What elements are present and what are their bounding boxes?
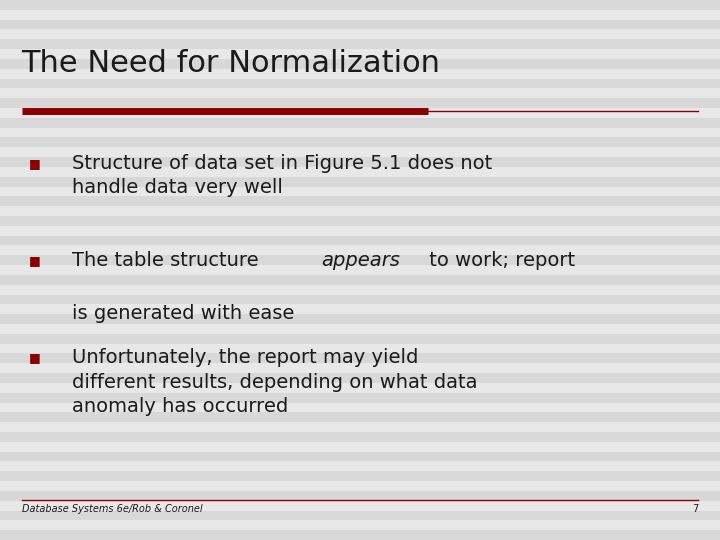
Bar (0, 383, 720, 393)
Bar (0, 78, 720, 89)
Text: ■: ■ (29, 254, 40, 267)
Bar (0, 226, 720, 235)
Bar (0, 0, 720, 10)
Text: ■: ■ (29, 157, 40, 170)
Bar (0, 167, 720, 177)
Bar (0, 69, 720, 78)
Bar (0, 530, 720, 540)
Bar (0, 147, 720, 157)
Bar (0, 451, 720, 462)
Text: Unfortunately, the report may yield
different results, depending on what data
an: Unfortunately, the report may yield diff… (72, 348, 477, 416)
Text: Structure of data set in Figure 5.1 does not
handle data very well: Structure of data set in Figure 5.1 does… (72, 154, 492, 197)
Bar (0, 285, 720, 294)
Bar (0, 216, 720, 226)
Bar (0, 393, 720, 402)
Bar (0, 30, 720, 39)
Text: The Need for Normalization: The Need for Normalization (22, 49, 441, 78)
Text: 7: 7 (692, 504, 698, 514)
Bar (0, 413, 720, 422)
Bar (0, 481, 720, 491)
Bar (0, 422, 720, 432)
Bar (0, 39, 720, 49)
Text: Database Systems 6e/Rob & Coronel: Database Systems 6e/Rob & Coronel (22, 504, 202, 514)
Bar (0, 354, 720, 363)
Bar (0, 157, 720, 167)
Bar (0, 206, 720, 216)
Text: is generated with ease: is generated with ease (72, 304, 294, 323)
Bar (0, 59, 720, 69)
Bar (0, 343, 720, 354)
Bar (0, 294, 720, 305)
Bar (0, 197, 720, 206)
Bar (0, 442, 720, 451)
Bar (0, 275, 720, 285)
Text: to work; report: to work; report (423, 251, 575, 270)
Bar (0, 246, 720, 255)
Bar (0, 305, 720, 314)
Bar (0, 334, 720, 343)
Bar (0, 235, 720, 246)
Bar (0, 98, 720, 108)
Bar (0, 10, 720, 19)
Bar (0, 138, 720, 147)
Bar (0, 491, 720, 501)
Bar (0, 471, 720, 481)
Bar (0, 373, 720, 383)
Text: appears: appears (321, 251, 400, 270)
Bar (0, 324, 720, 334)
Bar (0, 49, 720, 59)
Bar (0, 108, 720, 118)
Bar (0, 402, 720, 413)
Bar (0, 510, 720, 521)
Bar (0, 521, 720, 530)
Bar (0, 432, 720, 442)
Bar (0, 177, 720, 186)
Bar (0, 118, 720, 127)
Bar (0, 363, 720, 373)
Text: The table structure: The table structure (72, 251, 265, 270)
Bar (0, 89, 720, 98)
Bar (0, 462, 720, 471)
Bar (0, 186, 720, 197)
Text: ■: ■ (29, 351, 40, 364)
Bar (0, 501, 720, 510)
Bar (0, 19, 720, 30)
Bar (0, 127, 720, 138)
Bar (0, 265, 720, 275)
Bar (0, 314, 720, 324)
Bar (0, 255, 720, 265)
